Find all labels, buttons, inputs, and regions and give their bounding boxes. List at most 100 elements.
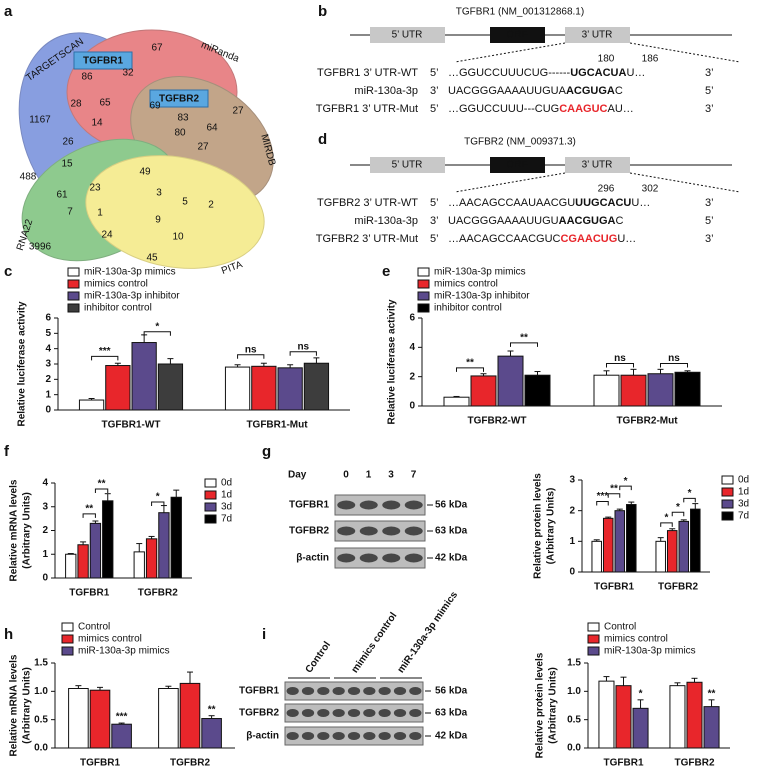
panel-label: e [382,263,390,280]
y-tick-label: 0.5 [567,714,581,725]
blot-band [363,708,376,718]
y-axis-label: (Arbitrary Units) [22,492,33,569]
significance-label: ns [614,353,626,364]
orf-box [490,27,545,43]
bar [674,371,701,407]
legend-label: Control [78,622,110,633]
strand-end: 3’ [705,197,714,209]
legend-label: Control [604,622,636,633]
callout-label: TGFBR1 [83,56,123,67]
venn-count: 80 [174,128,186,139]
legend-swatch [67,291,80,301]
blot-row-label: β-actin [246,731,279,742]
bar [224,366,251,411]
sequence: …GGUCCUUU---CUGCAAGUCAU… [448,103,634,115]
orf-box [490,157,545,173]
strand-end: 5’ [705,85,714,97]
y-axis-label: Relative protein levels [533,473,544,579]
blot-strip [334,520,426,542]
legend-swatch [67,267,80,277]
bar [201,718,222,749]
y-tick-label: 0.0 [567,743,581,754]
legend-label: inhibitor control [84,303,152,314]
gene-title: TGFBR2 (NM_009371.3) [464,137,576,148]
gene-diagram [350,27,741,193]
position-label: 180 [598,54,615,65]
utr-box [565,27,630,43]
legend-swatch [721,499,734,509]
y-tick-label: 1 [42,549,48,560]
x-tick-label: TGFBR2 [138,588,178,599]
blot-band [382,500,401,510]
bar [593,374,620,407]
legend-swatch [721,487,734,497]
strand-end: 3’ [430,85,439,97]
significance-label: * [665,513,669,524]
venn-count: 24 [101,230,113,241]
strand-end: 3’ [705,67,714,79]
venn-count: 2 [208,200,214,211]
blot-band [378,686,391,696]
y-tick-label: 0 [569,567,575,578]
y-tick-label: 1 [45,389,51,400]
bar [111,723,132,749]
significance-bracket [683,497,696,503]
blot-strip [334,547,426,569]
bar [497,355,524,407]
legend-label: 1d [221,490,232,501]
sequence-part: AU… [608,103,634,115]
blot-row-label: TGFBR2 [289,526,329,537]
significance-label: * [155,321,159,332]
significance-bracket [143,331,171,336]
lane-label: 1 [366,470,372,481]
venn-count: 15 [61,159,73,170]
y-axis-label: (Arbitrary Units) [22,667,33,744]
blot-band [404,526,423,536]
venn-count: 32 [122,68,134,79]
lane-label: mimics control [350,610,400,675]
sequence-part: C [615,215,623,227]
y-tick-label: 4 [42,478,48,489]
strand-end: 3’ [705,103,714,115]
legend-swatch [721,475,734,485]
bar [620,374,647,407]
significance-label: * [639,688,643,699]
sequence-part: CGAACUG [560,233,617,245]
y-tick-label: 1 [569,536,575,547]
blot-size: 63 kDa [435,526,468,537]
y-tick-label: 6 [45,313,51,324]
sequence: UACGGGAAAAUUGUAACGUGAC [448,215,623,227]
sequence: …GGUCCUUUCUG------UGCACUAU… [448,67,645,79]
significance-label: * [624,476,628,487]
bar [170,496,182,579]
significance-bracket [91,355,119,361]
y-tick-label: 0 [42,573,48,584]
y-axis-label: Relative mRNA levels [9,654,20,756]
significance-label: * [676,502,680,513]
blot-band [382,526,401,536]
blot-row-label: TGFBR2 [239,708,279,719]
region-label: 3’ UTR [582,160,613,171]
venn-count: 3996 [29,242,52,253]
significance-label: ** [708,688,716,699]
sequence: UACGGGAAAAUUGUAACGUGAC [448,85,623,97]
x-tick-label: TGFBR2 [170,758,210,769]
y-tick-label: 6 [409,313,415,324]
bar [626,504,637,573]
sequence-part: UACGGGAAAAUUGUA [448,85,567,97]
lane-label: 0 [343,470,349,481]
sequence-part: …AACAGCCAACGUC [448,233,561,245]
bar [614,510,626,573]
legend-label: miR-130a-3p inhibitor [434,291,530,302]
y-tick-label: 0.0 [34,743,48,754]
position-label: 302 [642,184,659,195]
bar [131,342,157,411]
region-label: ORF [506,30,527,41]
legend-swatch [587,646,600,656]
venn-count: 86 [81,72,93,83]
callout-box [149,89,209,108]
lane-label: 7 [411,470,417,481]
panel-label: i [262,626,266,643]
blot-band [393,686,407,696]
